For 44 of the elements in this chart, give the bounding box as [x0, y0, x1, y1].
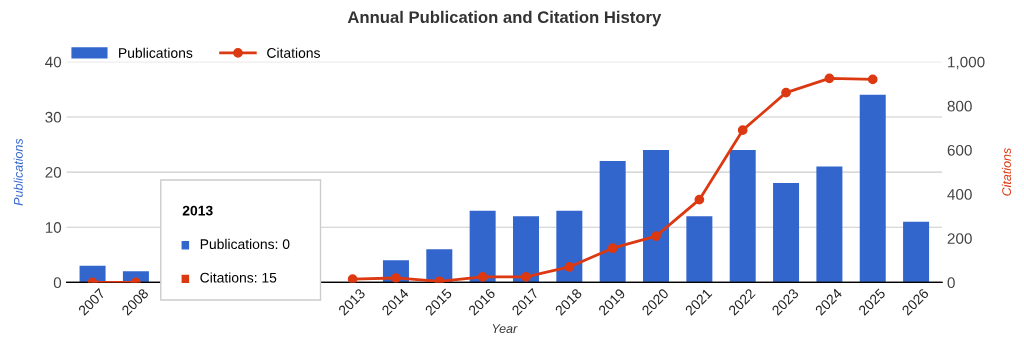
y-tick-label: 40: [45, 56, 62, 68]
bar: [686, 216, 713, 283]
y2-tick-label: 400: [947, 189, 972, 200]
bar: [469, 210, 496, 283]
bar: [816, 166, 843, 283]
chart-title: Annual Publication and Citation History: [347, 10, 662, 27]
point: [347, 274, 358, 283]
bar: [556, 210, 583, 283]
point: [781, 87, 791, 98]
legend-label: Publications: [119, 47, 193, 58]
bar: [773, 183, 800, 283]
annotation: 2013: [182, 205, 213, 216]
y2-tick-label: 1,000: [948, 56, 985, 70]
annotation: Citations: 15: [200, 272, 277, 283]
point: [521, 272, 531, 282]
annotation: Publications: 0: [200, 238, 290, 250]
point: [477, 272, 488, 282]
point: [607, 243, 618, 254]
y-axis-title: Publications: [13, 138, 23, 206]
y-tick-label: 10: [45, 222, 62, 233]
bar: [859, 94, 886, 283]
y2-tick-label: 0: [947, 277, 955, 289]
point: [824, 73, 835, 84]
point: [564, 262, 575, 272]
point: [737, 125, 748, 136]
y-tick-label: 30: [45, 111, 62, 123]
bar: [512, 216, 539, 283]
point: [867, 74, 878, 85]
bar: [903, 221, 930, 283]
point: [694, 194, 705, 205]
legend-label: Citations: [267, 47, 320, 58]
bar: [643, 150, 670, 283]
y2-tick-label: 200: [947, 233, 972, 244]
y2-axis-title: Citations: [1001, 148, 1012, 196]
x-axis-title: Year: [492, 324, 518, 333]
y-tick-label: 20: [45, 166, 62, 178]
y2-tick-label: 800: [947, 100, 972, 112]
y2-tick-label: 600: [947, 144, 972, 156]
y-tick-label: 0: [53, 277, 62, 289]
bar: [729, 150, 756, 283]
bar: [79, 265, 106, 283]
point: [391, 273, 401, 283]
point: [651, 231, 661, 241]
bar: [599, 161, 626, 283]
